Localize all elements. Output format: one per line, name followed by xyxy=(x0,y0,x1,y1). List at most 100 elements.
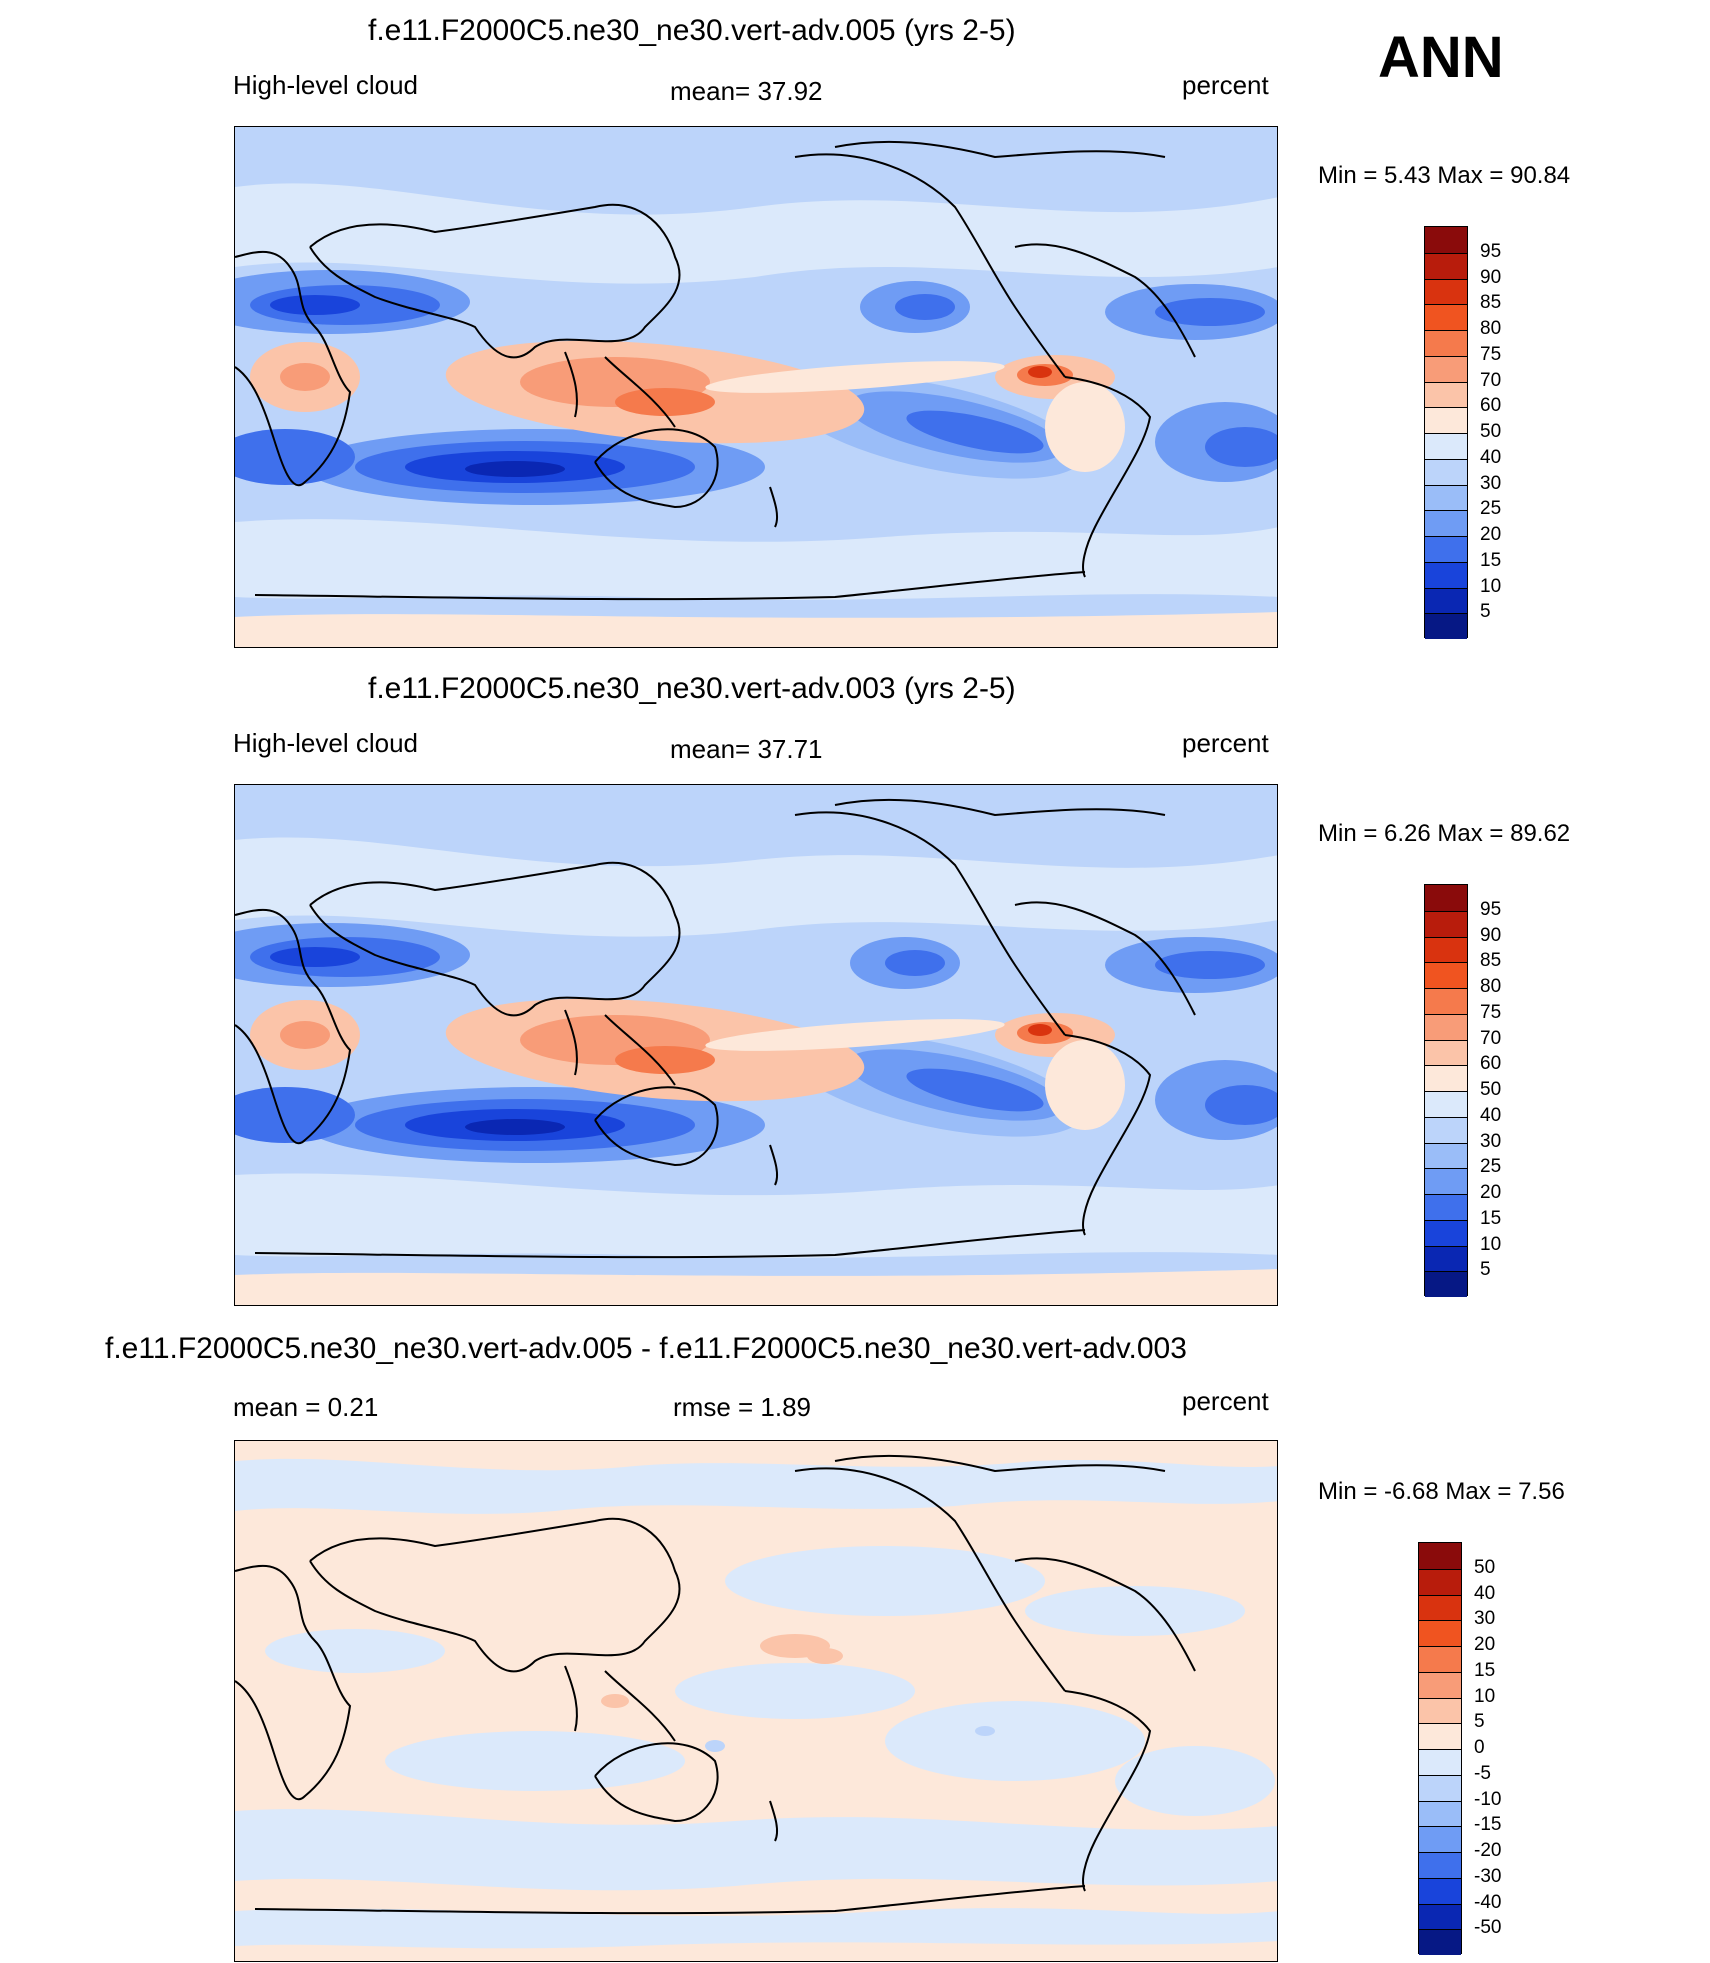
colorbar-swatch xyxy=(1419,1852,1461,1878)
colorbar-swatch xyxy=(1425,510,1467,536)
panel-2-map xyxy=(234,784,1278,1306)
colorbar-tick-label: 90 xyxy=(1480,924,1502,946)
colorbar-tick-label: 5 xyxy=(1474,1711,1485,1733)
colorbar-tick-label: -30 xyxy=(1474,1865,1502,1887)
colorbar-tick-label: 95 xyxy=(1480,240,1502,262)
colorbar-swatch xyxy=(1425,885,1467,911)
colorbar-swatch xyxy=(1425,910,1467,937)
colorbar-swatch xyxy=(1425,252,1467,279)
colorbar-tick-label: 40 xyxy=(1480,1104,1502,1126)
colorbar-tick-label: 20 xyxy=(1480,524,1502,545)
colorbar-tick-label: 15 xyxy=(1480,549,1502,571)
colorbar-swatch xyxy=(1425,407,1467,433)
colorbar-swatch xyxy=(1419,1929,1461,1955)
colorbar-tick-label: 30 xyxy=(1480,472,1502,494)
colorbar-swatch xyxy=(1425,355,1467,382)
colorbar-tick-label: 40 xyxy=(1480,446,1502,468)
colorbar-tick-label: 70 xyxy=(1480,369,1502,391)
colorbar-swatch xyxy=(1419,1826,1461,1852)
colorbar-tick-label: 0 xyxy=(1474,1737,1485,1758)
colorbar-tick-label: 60 xyxy=(1480,395,1502,417)
colorbar-tick-label: 85 xyxy=(1480,292,1502,314)
season-label: ANN xyxy=(1378,25,1504,90)
panel-1-variable-label: High-level cloud xyxy=(233,70,418,100)
colorbar-tick-label: -20 xyxy=(1474,1840,1502,1861)
colorbar-tick-label: 75 xyxy=(1480,1001,1502,1023)
panel-1-field-plot xyxy=(235,127,1277,647)
colorbar-swatch xyxy=(1425,1013,1467,1040)
colorbar-swatch xyxy=(1425,304,1467,330)
colorbar-swatch xyxy=(1419,1697,1461,1724)
colorbar-tick-label: 95 xyxy=(1480,898,1502,920)
panel-1-units-label: percent xyxy=(1182,70,1269,100)
colorbar-swatch xyxy=(1419,1646,1461,1672)
colorbar-swatch xyxy=(1419,1774,1461,1801)
colorbar-swatch xyxy=(1419,1723,1461,1749)
colorbar-swatch xyxy=(1425,1194,1467,1220)
colorbar-tick-label: 5 xyxy=(1480,1259,1491,1281)
colorbar-swatch xyxy=(1425,988,1467,1014)
panel-2-units-label: percent xyxy=(1182,728,1269,758)
colorbar-swatch xyxy=(1425,484,1467,511)
colorbar-tick-label: -10 xyxy=(1474,1788,1502,1810)
colorbar-tick-label: 15 xyxy=(1480,1207,1502,1229)
colorbar-swatch xyxy=(1419,1594,1461,1621)
colorbar-tick-label: 25 xyxy=(1480,1156,1502,1178)
colorbar-tick-label: -15 xyxy=(1474,1814,1502,1836)
colorbar-swatch xyxy=(1425,330,1467,356)
colorbar-swatch xyxy=(1425,227,1467,253)
panel-2-field-plot xyxy=(235,785,1277,1305)
colorbar-swatch xyxy=(1425,1245,1467,1272)
colorbar-tick-label: 75 xyxy=(1480,343,1502,365)
colorbar-swatch xyxy=(1425,561,1467,588)
colorbar-tick-label: 50 xyxy=(1474,1556,1496,1578)
colorbar-swatch xyxy=(1425,1116,1467,1143)
panel-1-map xyxy=(234,126,1278,648)
colorbar-swatch xyxy=(1425,613,1467,639)
panel-3-colorbar: 50 40 30 20 15 10 5 0 -5 -10 -15 -20 -30 -40 -50 xyxy=(1418,1542,1544,1956)
colorbar-swatch xyxy=(1425,587,1467,614)
colorbar-box xyxy=(1424,884,1468,1297)
colorbar-tick-label: 90 xyxy=(1480,266,1502,288)
panel-3-units-label: percent xyxy=(1182,1386,1269,1416)
colorbar-swatch xyxy=(1425,1271,1467,1297)
colorbar-tick-label: 80 xyxy=(1480,318,1502,339)
colorbar-tick-label: 20 xyxy=(1480,1182,1502,1203)
colorbar-tick-label: -40 xyxy=(1474,1891,1502,1913)
colorbar-swatch xyxy=(1419,1543,1461,1569)
colorbar-tick-label: -5 xyxy=(1474,1762,1491,1784)
colorbar-box xyxy=(1424,226,1468,639)
colorbar-swatch xyxy=(1425,1219,1467,1246)
colorbar-tick-label: 50 xyxy=(1480,421,1502,442)
colorbar-swatch xyxy=(1419,1749,1461,1775)
panel-2-minmax: Min = 6.26 Max = 89.62 xyxy=(1318,820,1571,847)
colorbar-swatch xyxy=(1425,381,1467,408)
colorbar-tick-label: 10 xyxy=(1474,1685,1496,1707)
panel-3-minmax: Min = -6.68 Max = 7.56 xyxy=(1318,1478,1565,1505)
colorbar-swatch xyxy=(1425,278,1467,305)
panel-3-mean-label: mean = 0.21 xyxy=(233,1392,379,1422)
colorbar-tick-label: 50 xyxy=(1480,1079,1502,1100)
colorbar-swatch xyxy=(1425,1168,1467,1194)
panel-3-title: f.e11.F2000C5.ne30_ne30.vert-adv.005 - f… xyxy=(105,1332,1187,1365)
colorbar-swatch xyxy=(1419,1620,1461,1646)
panel-3-difference-plot xyxy=(235,1441,1277,1961)
colorbar-swatch xyxy=(1419,1903,1461,1930)
panel-2-variable-label: High-level cloud xyxy=(233,728,418,758)
colorbar-tick-label: 5 xyxy=(1480,601,1491,623)
colorbar-tick-label: 25 xyxy=(1480,498,1502,520)
panel-2-title: f.e11.F2000C5.ne30_ne30.vert-adv.003 (yr… xyxy=(368,672,1016,705)
colorbar-tick-label: 20 xyxy=(1474,1634,1496,1655)
panel-1-minmax: Min = 5.43 Max = 90.84 xyxy=(1318,162,1571,189)
panel-1-coastlines xyxy=(235,140,1196,601)
colorbar-swatch xyxy=(1425,1091,1467,1117)
colorbar-tick-label: 15 xyxy=(1474,1659,1496,1681)
colorbar-swatch xyxy=(1425,433,1467,459)
colorbar-tick-label: 30 xyxy=(1480,1130,1502,1152)
colorbar-box xyxy=(1418,1542,1462,1955)
panel-2-colorbar: 95 90 85 80 75 70 60 50 40 30 25 20 15 10 5 xyxy=(1424,884,1544,1298)
colorbar-swatch xyxy=(1419,1877,1461,1904)
colorbar-tick-label: 60 xyxy=(1480,1053,1502,1075)
colorbar-tick-label: -50 xyxy=(1474,1917,1502,1939)
colorbar-tick-label: 70 xyxy=(1480,1027,1502,1049)
